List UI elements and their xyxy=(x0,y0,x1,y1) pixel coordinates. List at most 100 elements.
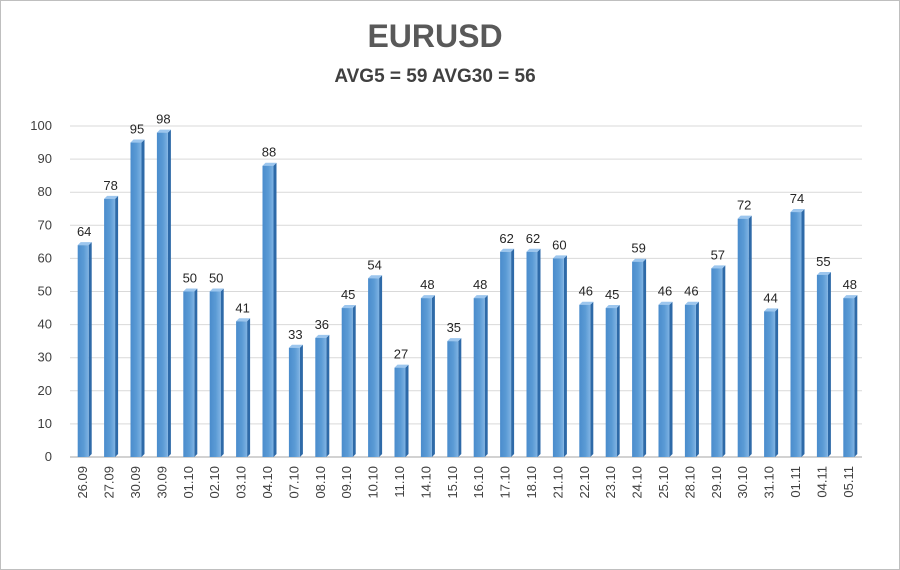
chart-title: EURUSD xyxy=(367,18,503,54)
x-tick-label: 21.10 xyxy=(550,466,565,499)
bar-side xyxy=(220,288,224,457)
bar-front xyxy=(156,132,168,457)
bar-front xyxy=(711,268,723,457)
data-label: 59 xyxy=(631,241,645,256)
x-tick-label: 03.10 xyxy=(234,466,249,499)
bar xyxy=(288,344,303,457)
data-label: 95 xyxy=(130,122,144,137)
bar-side xyxy=(748,215,752,457)
data-label: 35 xyxy=(447,320,461,335)
bar xyxy=(500,248,515,457)
data-label: 88 xyxy=(262,145,276,160)
x-tick-label: 26.09 xyxy=(75,466,90,499)
y-axis: 0 10 20 30 40 50 60 70 80 90 100 xyxy=(30,118,52,464)
x-tick-label: 01.10 xyxy=(181,466,196,499)
data-label: 60 xyxy=(552,237,566,252)
data-label: 27 xyxy=(394,347,408,362)
bar-front xyxy=(262,165,274,457)
bar-top xyxy=(341,305,356,309)
bar-side xyxy=(352,305,356,457)
bar xyxy=(658,301,673,457)
bar-side xyxy=(854,295,858,457)
data-label: 45 xyxy=(605,287,619,302)
data-label: 64 xyxy=(77,224,91,239)
y-tick-label: 30 xyxy=(38,350,52,365)
bar-side xyxy=(827,271,831,457)
y-tick-label: 20 xyxy=(38,383,52,398)
bar-top xyxy=(394,364,409,368)
bar-front xyxy=(764,311,776,457)
bar-front xyxy=(236,321,248,457)
bar-front xyxy=(183,291,195,457)
data-label: 48 xyxy=(473,277,487,292)
x-tick-label: 25.10 xyxy=(656,466,671,499)
bar-top xyxy=(684,301,699,305)
bar xyxy=(764,308,779,457)
x-tick-label: 15.10 xyxy=(445,466,460,499)
bar-top xyxy=(737,215,752,219)
x-tick-label: 11.10 xyxy=(392,466,407,498)
x-tick-label: 16.10 xyxy=(471,466,486,499)
bar xyxy=(447,338,462,457)
bar-front xyxy=(843,298,855,457)
bar-top xyxy=(209,288,224,292)
bar-side xyxy=(537,248,541,457)
bar-front xyxy=(737,218,749,457)
data-label: 41 xyxy=(235,300,249,315)
y-tick-label: 40 xyxy=(38,317,52,332)
data-label: 46 xyxy=(658,284,672,299)
x-tick-label: 05.11 xyxy=(841,466,856,498)
bar xyxy=(262,162,277,457)
bar-front xyxy=(632,261,644,457)
bar-top xyxy=(816,271,831,275)
bar-top xyxy=(843,295,858,299)
bar-front xyxy=(816,274,828,457)
bar-front xyxy=(288,347,300,457)
data-label: 46 xyxy=(579,284,593,299)
data-label: 50 xyxy=(183,271,197,286)
y-tick-label: 50 xyxy=(38,284,52,299)
bar-side xyxy=(643,258,647,457)
bar xyxy=(236,318,251,457)
y-tick-label: 0 xyxy=(45,449,52,464)
bar-side xyxy=(563,255,567,457)
data-label: 57 xyxy=(711,247,725,262)
bar-side xyxy=(775,308,779,457)
bar-side xyxy=(379,275,383,457)
bar-side xyxy=(801,209,805,457)
x-tick-label: 27.09 xyxy=(102,466,117,499)
data-label: 62 xyxy=(526,231,540,246)
data-label: 50 xyxy=(209,271,223,286)
bar-top xyxy=(605,305,620,309)
x-tick-label: 04.11 xyxy=(814,466,829,498)
bar xyxy=(526,248,541,457)
bar-front xyxy=(447,341,459,457)
bar-front xyxy=(77,245,89,457)
bar xyxy=(684,301,699,457)
bar-front xyxy=(368,278,380,457)
bar xyxy=(711,265,726,457)
bar-front xyxy=(552,258,564,457)
bar-top xyxy=(183,288,198,292)
bar xyxy=(394,364,409,457)
bar xyxy=(737,215,752,457)
bar-top xyxy=(104,195,119,199)
bar-top xyxy=(368,275,383,279)
bar xyxy=(790,209,805,457)
bar-top xyxy=(552,255,567,259)
bar-front xyxy=(341,308,353,457)
bar xyxy=(183,288,198,457)
data-label: 72 xyxy=(737,198,751,213)
chart-subtitle: AVG5 = 59 AVG30 = 56 xyxy=(334,66,536,87)
gridlines xyxy=(70,125,862,458)
bar-top xyxy=(764,308,779,312)
bar-top xyxy=(420,295,435,299)
bar-front xyxy=(473,298,485,457)
x-axis: 26.09 27.09 30.09 30.09 01.10 02.10 03.10 04.10… xyxy=(75,466,856,499)
x-tick-label: 17.10 xyxy=(498,466,513,499)
x-tick-label: 31.10 xyxy=(762,466,777,499)
data-label: 36 xyxy=(315,317,329,332)
bar-side xyxy=(115,195,119,457)
bar xyxy=(579,301,594,457)
